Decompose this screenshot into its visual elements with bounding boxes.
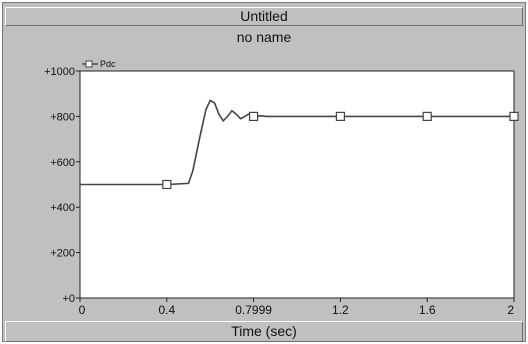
y-tick-label: +0 [62, 293, 75, 305]
series-line-pdc [80, 99, 514, 186]
series-marker [335, 111, 345, 122]
x-axis-label: Time (sec) [231, 323, 297, 339]
series-marker [509, 111, 519, 122]
legend-marker [85, 60, 93, 68]
x-tick-label: 2 [507, 303, 514, 317]
x-axis-label-bar: Time (sec) [5, 321, 523, 342]
y-tick-label: +600 [50, 157, 75, 169]
y-tick-label: +800 [50, 111, 75, 123]
x-tick-label: 0 [79, 303, 86, 317]
x-tick-label: 0.4 [158, 303, 175, 317]
series-marker [422, 111, 432, 122]
y-tick-label: +400 [50, 202, 75, 214]
series-marker [248, 111, 259, 122]
y-tick-label: +1000 [44, 66, 75, 78]
x-tick-label: 1.6 [419, 303, 436, 317]
y-tick-label: +200 [50, 248, 75, 260]
legend-label: Pdc [100, 59, 116, 69]
window-title-bar: Untitled [5, 7, 523, 26]
chart-title: no name [236, 29, 292, 45]
x-tick-label: 0.7999 [235, 303, 272, 317]
x-tick-label: 1.2 [332, 303, 349, 317]
series-marker [162, 179, 172, 190]
window-title: Untitled [240, 8, 288, 24]
